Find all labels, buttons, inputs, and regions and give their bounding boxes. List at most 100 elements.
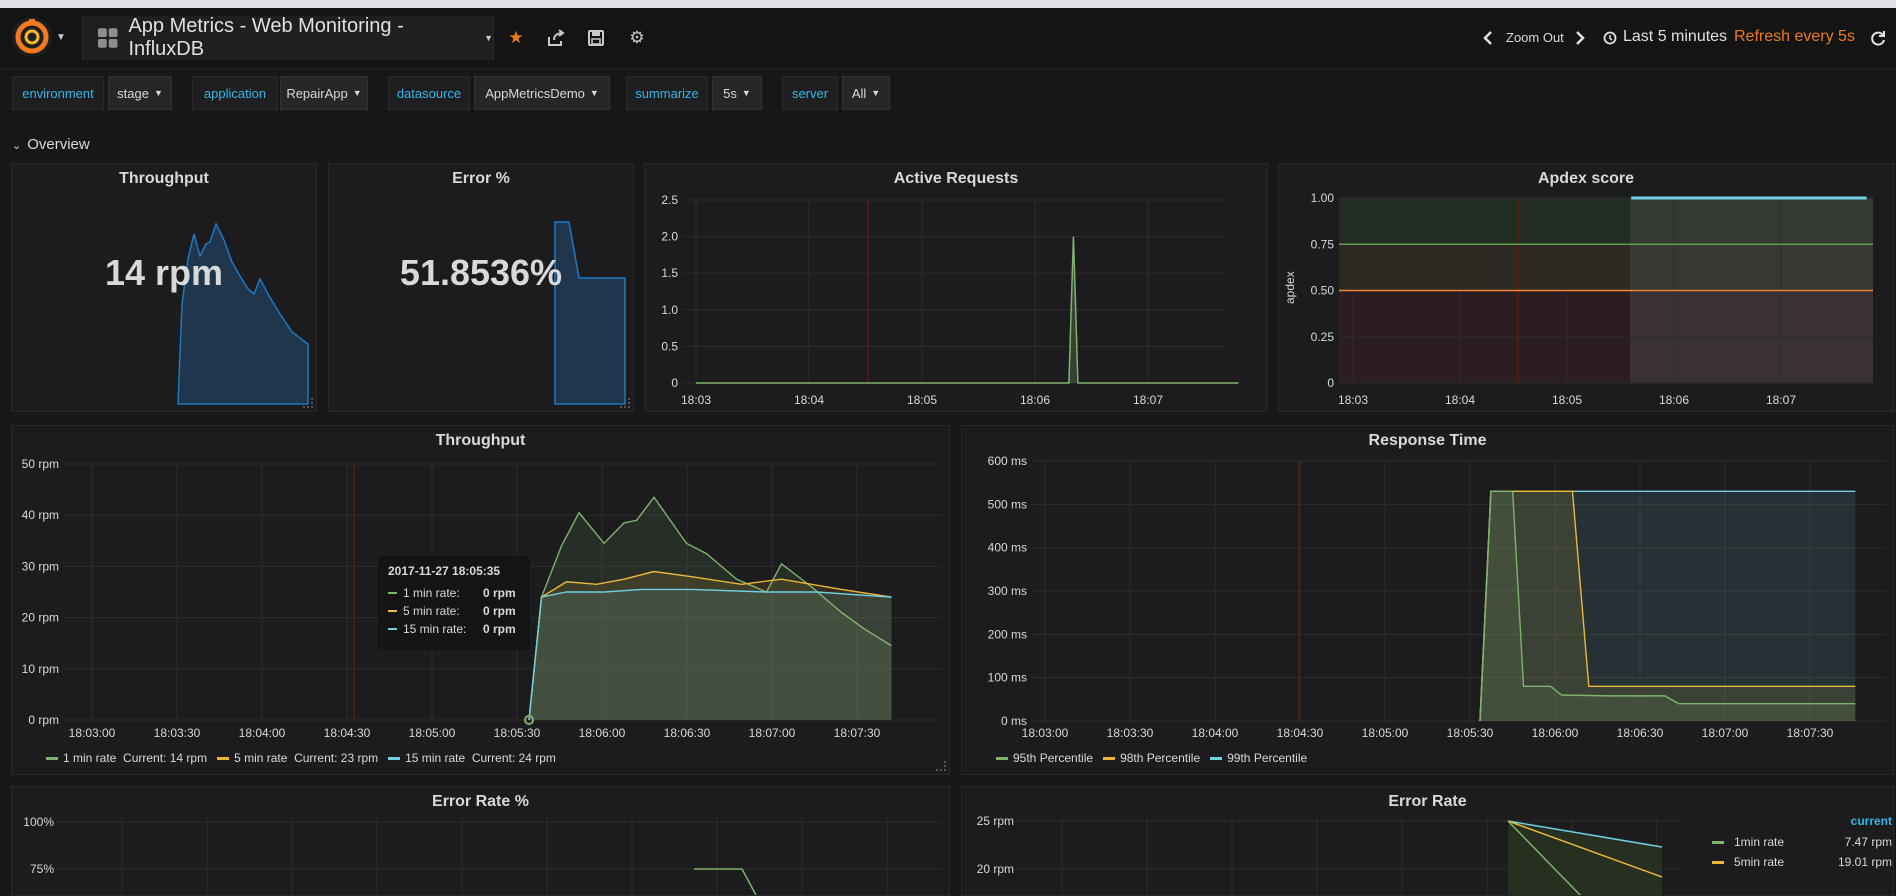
caret-down-icon: ▼ [871, 88, 881, 98]
var-select-application[interactable]: RepairApp ▼ [280, 76, 368, 110]
var-select-environment[interactable]: stage ▼ [108, 76, 172, 110]
legend-current: Current: 14 rpm [123, 751, 208, 765]
x-tick-label: 18:07:00 [1702, 726, 1749, 740]
sparkline-error [554, 221, 626, 405]
var-label-server: server [782, 76, 838, 110]
y-tick-label: 1.5 [661, 266, 678, 280]
x-tick-label: 18:07:30 [834, 726, 881, 740]
resize-handle[interactable] [620, 398, 630, 408]
var-value-application: RepairApp [286, 85, 348, 101]
panel-title: Throughput [435, 432, 526, 449]
x-tick-label: 18:05:30 [1447, 726, 1494, 740]
legend-current: Current: 23 rpm [294, 751, 379, 765]
panel-throughput-graph[interactable]: Throughput 0 rpm 10 rpm 20 rpm 30 rpm 40 rpm… [11, 425, 950, 775]
tooltip-value: 0 rpm [483, 604, 516, 618]
tooltip-row: 5 min rate: 0 rpm [388, 602, 520, 620]
chevron-left-icon[interactable] [1476, 26, 1500, 50]
share-icon[interactable] [544, 26, 568, 50]
var-select-server[interactable]: All ▼ [842, 76, 890, 110]
var-select-summarize[interactable]: 5s ▼ [712, 76, 762, 110]
throughput-legend: 1 min rate Current: 14 rpm 5 min rate Cu… [46, 751, 566, 765]
y-tick-label: 0 [671, 376, 678, 390]
gear-icon[interactable]: ⚙ [629, 28, 645, 47]
dashboard-picker[interactable]: App Metrics - Web Monitoring - InfluxDB … [82, 15, 494, 60]
stat-value: 14 rpm [104, 252, 224, 293]
panel-throughput-stat[interactable]: Throughput 14 rpm [11, 163, 317, 412]
resize-handle[interactable] [303, 398, 313, 408]
y-tick-label: 10 rpm [22, 662, 59, 676]
legend-label: 15 min rate [405, 751, 466, 765]
panel-title: Active Requests [893, 170, 1019, 187]
legend-swatch [996, 756, 1008, 760]
panel-apdex[interactable]: Apdex score 0 0.25 0.50 0.75 1.00 18:03 18:04 1… [1278, 163, 1894, 412]
star-icon[interactable]: ★ [508, 28, 524, 47]
chart-response-time: 0 ms 100 ms 200 ms 300 ms 400 ms 500 ms 600 ms… [988, 454, 1886, 740]
panel-active-requests[interactable]: Active Requests 0 0.5 1.0 1.5 2.0 2.5 18:03 18:… [644, 163, 1268, 412]
var-value-environment: stage [117, 85, 149, 101]
var-label-application: application [192, 76, 278, 110]
grafana-logo-icon[interactable] [12, 17, 52, 57]
x-tick-label: 18:07:30 [1787, 726, 1834, 740]
x-tick-label: 18:06:30 [664, 726, 711, 740]
x-tick-label: 18:07 [1766, 393, 1796, 407]
logo-caret-icon[interactable]: ▼ [56, 32, 66, 43]
legend-item[interactable]: 1 min rate Current: 14 rpm [46, 751, 207, 765]
chevron-right-icon[interactable] [1568, 26, 1592, 50]
x-tick-label: 18:04:30 [324, 726, 371, 740]
tooltip-value: 0 rpm [483, 586, 516, 600]
x-tick-label: 18:05:30 [494, 726, 541, 740]
legend-swatch [1210, 756, 1223, 760]
tooltip-label: 5 min rate: [403, 604, 460, 618]
x-tick-label: 18:07 [1133, 393, 1163, 407]
panel-title: Response Time [1368, 432, 1487, 449]
graph-tooltip: 2017-11-27 18:05:35 1 min rate: 0 rpm 5 m… [378, 556, 530, 650]
y-tick-label: 500 ms [988, 497, 1027, 511]
legend-item[interactable]: 15 min rate Current: 24 rpm [388, 751, 556, 765]
save-icon[interactable] [584, 26, 608, 50]
legend-row[interactable]: 1min rate 7.47 rpm [1712, 832, 1892, 852]
refresh-interval[interactable]: Refresh every 5s [1734, 28, 1855, 45]
var-select-datasource[interactable]: AppMetricsDemo ▼ [474, 76, 610, 110]
y-tick-label: 400 ms [988, 541, 1027, 555]
legend-item[interactable]: 99th Percentile [1210, 751, 1307, 765]
resize-handle[interactable] [936, 761, 946, 771]
hover-point [524, 715, 534, 725]
y-tick-label: 100% [23, 815, 54, 829]
legend-item[interactable]: 98th Percentile [1103, 751, 1200, 765]
legend-header: current [1850, 814, 1892, 828]
y-tick-label: 0.50 [1311, 284, 1335, 298]
x-tick-label: 18:04:00 [1192, 726, 1239, 740]
var-label-datasource: datasource [388, 76, 470, 110]
panel-error-rate-pct[interactable]: Error Rate % 100% 75% [11, 786, 950, 896]
panel-error-rate[interactable]: Error Rate 25 rpm 20 rpm [961, 786, 1894, 896]
series-line [696, 236, 1239, 384]
legend-row[interactable]: 5min rate 19.01 rpm [1712, 852, 1892, 872]
y-tick-label: 75% [30, 862, 54, 876]
y-tick-label: 50 rpm [22, 457, 59, 471]
panel-title: Error % [452, 170, 510, 187]
caret-down-icon: ▼ [741, 88, 751, 98]
series-area [529, 497, 892, 720]
y-tick-label: 300 ms [988, 584, 1027, 598]
x-tick-label: 18:03:30 [154, 726, 201, 740]
legend-item[interactable]: 95th Percentile [996, 751, 1093, 765]
browser-tab-strip [0, 0, 1896, 8]
row-header-overview[interactable]: ⌄ Overview [12, 136, 90, 153]
tooltip-label: 15 min rate: [403, 622, 467, 636]
zoom-out-button[interactable]: Zoom Out [1506, 30, 1564, 45]
navbar: ▼ App Metrics - Web Monitoring - InfluxD… [0, 8, 1896, 69]
x-tick-label: 18:05 [907, 393, 937, 407]
chart-error-rate-pct: 100% 75% [23, 815, 942, 895]
series-area [529, 589, 892, 720]
error-rate-legend-table: current 1min rate 7.47 rpm 5min rate 19.01… [1712, 814, 1892, 872]
time-range-picker[interactable]: Last 5 minutes [1623, 28, 1728, 45]
row-title-text: Overview [27, 136, 90, 153]
legend-item[interactable]: 5 min rate Current: 23 rpm [217, 751, 378, 765]
legend-swatch [388, 756, 401, 760]
panel-response-time[interactable]: Response Time 0 ms 100 ms 200 ms 300 ms 400 … [961, 425, 1894, 775]
panel-error-stat[interactable]: Error % 51.8536% [328, 163, 634, 412]
x-tick-label: 18:04 [794, 393, 824, 407]
y-tick-label: 0.5 [661, 339, 678, 353]
refresh-icon[interactable] [1866, 26, 1890, 50]
dashboard-caret-icon: ▼ [484, 33, 493, 43]
